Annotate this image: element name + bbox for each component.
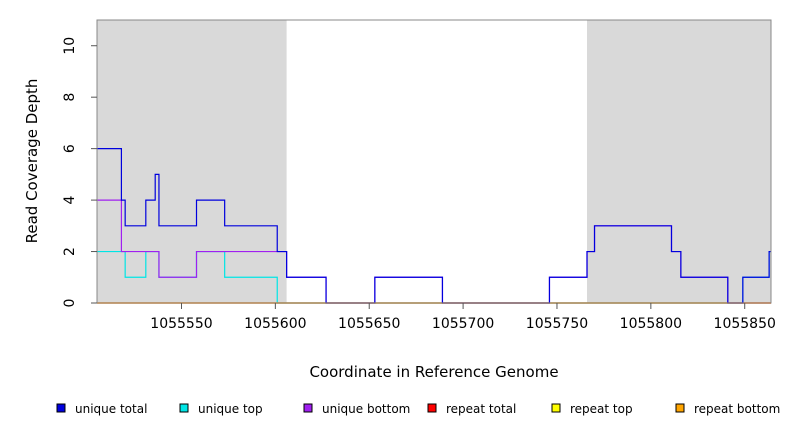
y-tick-label: 0 — [62, 299, 78, 308]
legend-swatch — [675, 403, 685, 413]
x-axis-title: Coordinate in Reference Genome — [309, 363, 558, 381]
legend-swatch — [56, 403, 66, 413]
legend: unique total unique top unique bottom repea… — [56, 402, 780, 416]
legend-swatch — [303, 403, 313, 413]
x-tick-label: 1055800 — [620, 316, 682, 332]
x-tick-label: 1055700 — [432, 316, 494, 332]
y-axis: 0 2 4 6 8 10 — [62, 37, 97, 308]
shaded-region-2 — [587, 20, 771, 303]
x-tick-label: 1055600 — [244, 316, 306, 332]
x-axis: 1055550 1055600 1055650 1055700 1055750 10558… — [150, 303, 776, 332]
y-axis-title: Read Coverage Depth — [23, 79, 41, 244]
legend-label: unique top — [198, 402, 263, 416]
legend-label: unique bottom — [322, 402, 410, 416]
y-tick-label: 8 — [62, 93, 78, 102]
y-tick-label: 4 — [62, 196, 78, 205]
legend-item-unique-bottom: unique bottom — [303, 402, 410, 416]
x-tick-label: 1055750 — [526, 316, 588, 332]
legend-swatch — [179, 403, 189, 413]
x-tick-label: 1055550 — [150, 316, 212, 332]
y-tick-label: 2 — [62, 247, 78, 256]
y-tick-label: 6 — [62, 144, 78, 153]
legend-item-repeat-total: repeat total — [427, 402, 516, 416]
legend-item-unique-total: unique total — [56, 402, 147, 416]
legend-label: repeat top — [570, 402, 633, 416]
shaded-regions — [97, 20, 771, 303]
legend-label: unique total — [75, 402, 147, 416]
shaded-region-1 — [97, 20, 287, 303]
legend-swatch — [551, 403, 561, 413]
legend-item-repeat-bottom: repeat bottom — [675, 402, 780, 416]
legend-item-unique-top: unique top — [179, 402, 263, 416]
x-tick-label: 1055650 — [338, 316, 400, 332]
legend-label: repeat total — [446, 402, 516, 416]
plot-frame — [96, 19, 772, 304]
legend-item-repeat-top: repeat top — [551, 402, 633, 416]
legend-swatch — [427, 403, 437, 413]
legend-label: repeat bottom — [694, 402, 780, 416]
y-tick-label: 10 — [62, 37, 78, 55]
x-tick-label: 1055850 — [714, 316, 776, 332]
